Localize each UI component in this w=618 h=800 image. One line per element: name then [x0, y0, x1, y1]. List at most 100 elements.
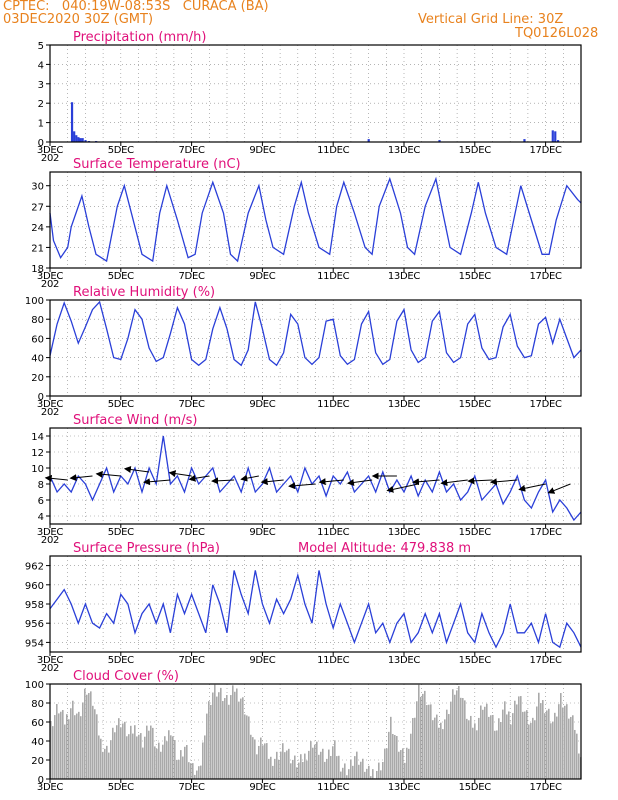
cloud-bar	[154, 746, 156, 779]
cloud-bar	[292, 759, 294, 779]
x-tick-label: 9DEC	[249, 145, 275, 156]
cloud-bar	[522, 711, 524, 779]
cloud-bar	[118, 718, 120, 779]
cloud-bar	[52, 726, 54, 779]
cloud-bar	[382, 761, 384, 779]
wind-arrow	[260, 478, 284, 486]
x-tick-label: 17DEC	[529, 527, 562, 538]
cloud-bar	[122, 723, 124, 779]
y-tick-label: 60	[31, 718, 44, 729]
cloud-title: Cloud Cover (%)	[73, 669, 179, 684]
rh-panel: 0 20 40 60 80 100 3DEC 5DEC 7DEC 9DEC 11DEC 13DEC 15…	[25, 285, 582, 418]
cloud-bar	[166, 741, 168, 779]
cloud-bar	[266, 743, 268, 779]
cloud-bar	[214, 684, 216, 779]
wind-arrow	[288, 482, 316, 490]
x-tick-label: 9DEC	[249, 399, 275, 410]
x-tick-label: 7DEC	[179, 782, 205, 793]
cloud-bar	[396, 736, 398, 779]
cloud-bar	[288, 748, 290, 779]
cloud-bar	[178, 759, 180, 779]
wind-arrow	[518, 483, 546, 492]
cloud-bar	[362, 758, 364, 779]
x-tick-label: 7DEC	[179, 271, 205, 282]
y-tick-label: 2	[38, 99, 44, 110]
cloud-bar	[418, 684, 420, 779]
pressure-subtitle: Model Altitude: 479.838 m	[298, 541, 471, 556]
cloud-bar	[236, 688, 238, 779]
cloud-bar	[208, 701, 210, 779]
cloud-bar	[136, 736, 138, 779]
x-tick-label: 17DEC	[529, 399, 562, 410]
cloud-bar	[318, 754, 320, 779]
cloud-bar	[72, 700, 74, 779]
cloud-bar	[574, 729, 576, 779]
cloud-bar	[540, 703, 542, 779]
cloud-bar	[84, 688, 86, 779]
cloud-bar	[140, 733, 142, 779]
cloud-bar	[528, 724, 530, 779]
precip-bar	[551, 130, 554, 142]
cloud-bar	[228, 704, 230, 779]
cloud-bar	[442, 729, 444, 779]
temp-title: Surface Temperature (nC)	[73, 157, 241, 172]
cloud-bar	[350, 759, 352, 779]
cloud-bar	[576, 733, 578, 779]
cloud-bar	[98, 735, 100, 779]
cloud-bar	[464, 700, 466, 779]
wind-arrow	[168, 470, 192, 478]
cloud-bar	[564, 705, 566, 779]
cloud-bar	[308, 750, 310, 779]
x-tick-label: 13DEC	[388, 145, 421, 156]
cloud-bar	[68, 719, 70, 779]
x-tick-label: 7DEC	[179, 527, 205, 538]
cloud-bar	[50, 721, 52, 779]
cloud-bar	[252, 737, 254, 779]
year-stub-label: 202	[41, 663, 59, 674]
cloud-bar	[310, 741, 312, 779]
cloud-bar	[500, 722, 502, 779]
x-tick-label: 11DEC	[317, 271, 350, 282]
cloud-bar	[388, 731, 390, 779]
x-tick-label: 9DEC	[249, 782, 275, 793]
rh-title: Relative Humidity (%)	[73, 285, 215, 300]
cloud-bar	[306, 760, 308, 779]
cloud-bar	[78, 711, 80, 779]
cloud-bar	[538, 692, 540, 779]
cloud-bar	[302, 761, 304, 779]
cloud-bar	[210, 704, 212, 779]
cloud-bar	[142, 747, 144, 779]
wind-arrow	[240, 474, 259, 482]
x-tick-label: 11DEC	[317, 145, 350, 156]
cloud-frame	[49, 683, 582, 780]
cloud-bar	[466, 718, 468, 779]
y-tick-label: 14	[31, 432, 44, 443]
cloud-bar	[458, 686, 460, 779]
y-tick-label: 960	[25, 581, 44, 592]
cloud-bar	[244, 714, 246, 779]
cloud-bar	[58, 713, 60, 779]
y-tick-label: 6	[38, 496, 44, 507]
cloud-bar	[534, 720, 536, 779]
cloud-bar	[386, 748, 388, 779]
cloud-bar	[196, 770, 198, 779]
cloud-bar	[320, 751, 322, 779]
cloud-bar	[572, 715, 574, 779]
cloud-bar	[202, 742, 204, 779]
wind-arrow	[211, 477, 235, 485]
cloud-bar	[456, 690, 458, 779]
wind-arrow	[44, 474, 68, 482]
cloud-bar	[164, 736, 166, 779]
cloud-bar	[144, 736, 146, 779]
cloud-bar	[218, 692, 220, 779]
cloud-bar	[182, 756, 184, 779]
temp-panel: 18 21 24 27 30 3DEC 5DEC 7DEC 9DEC 11DEC 13DEC 15DE…	[31, 157, 582, 290]
pressure-series-line	[49, 570, 582, 649]
x-tick-label: 11DEC	[317, 527, 350, 538]
cloud-bar	[578, 753, 580, 779]
cloud-bar	[392, 733, 394, 779]
x-tick-label: 7DEC	[179, 145, 205, 156]
code-header: TQ0126L028	[515, 26, 599, 41]
cloud-bar	[250, 734, 252, 779]
cloud-bar	[480, 705, 482, 779]
